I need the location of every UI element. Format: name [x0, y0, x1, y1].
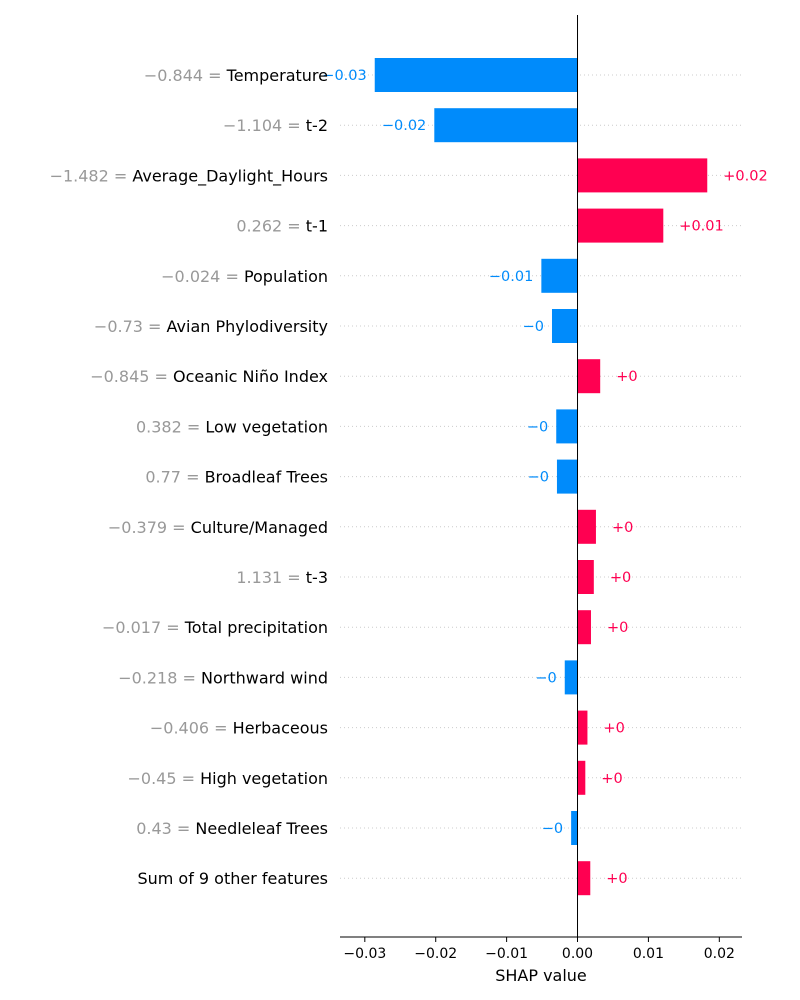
feature-value: −0.845 =	[90, 367, 173, 386]
bar-value-label: +0.02	[723, 168, 767, 184]
feature-name: Low vegetation	[205, 417, 328, 436]
shap-bar	[541, 258, 578, 293]
shap-bar	[577, 610, 591, 645]
bar-value-label: −0	[542, 821, 563, 837]
bar-value-label: −0.02	[382, 118, 426, 134]
bar-value-label: −0	[528, 470, 549, 486]
feature-label: −0.406 = Herbaceous	[150, 719, 328, 738]
shap-bar	[434, 108, 578, 143]
bar-value-label: +0	[610, 570, 631, 586]
feature-label: 0.262 = t-1	[236, 217, 328, 236]
bar-value-label: +0	[601, 771, 622, 787]
x-axis-ticks: −0.03 −0.02 −0.01 0.00 0.01 0.02	[343, 937, 735, 962]
feature-name: Population	[244, 267, 328, 286]
feature-name: Broadleaf Trees	[205, 468, 328, 487]
shap-bar	[551, 309, 578, 343]
feature-value: 1.131 =	[236, 568, 305, 587]
feature-value: −0.406 =	[150, 719, 233, 738]
bar-value-label: +0	[607, 620, 628, 636]
feature-labels: −0.844 = Temperature −1.104 = t-2 −1.482 =…	[50, 66, 328, 888]
feature-name: Oceanic Niño Index	[173, 367, 328, 386]
bar-value-label: +0	[606, 871, 627, 887]
feature-label: −0.45 = High vegetation	[127, 769, 328, 788]
feature-value: 0.382 =	[136, 417, 205, 436]
feature-name: t-3	[306, 568, 328, 587]
shap-bar	[564, 660, 578, 695]
feature-label: −0.379 = Culture/Managed	[108, 518, 328, 537]
feature-name: Temperature	[226, 66, 328, 85]
shap-bar	[577, 560, 594, 594]
feature-name: Herbaceous	[233, 719, 328, 738]
shap-bar	[577, 861, 591, 896]
bars	[374, 58, 708, 896]
feature-value: 0.262 =	[236, 217, 305, 236]
bar-value-label: +0	[603, 721, 624, 737]
shap-bar	[577, 208, 664, 243]
shap-bar	[577, 710, 588, 745]
feature-value: −0.73 =	[94, 317, 167, 336]
feature-value: −1.104 =	[223, 116, 306, 135]
feature-label: −0.017 = Total precipitation	[102, 618, 328, 637]
feature-label: Sum of 9 other features	[137, 869, 328, 888]
shap-bar	[374, 58, 578, 92]
feature-label: −0.844 = Temperature	[144, 66, 328, 85]
feature-name: t-1	[306, 217, 328, 236]
feature-label: 0.382 = Low vegetation	[136, 417, 328, 436]
shap-bar	[556, 459, 578, 494]
feature-value: −0.218 =	[118, 668, 201, 687]
bar-value-label: +0	[616, 369, 637, 385]
feature-label: 0.43 = Needleleaf Trees	[136, 819, 328, 838]
feature-name: Culture/Managed	[191, 518, 328, 537]
bar-value-label: −0	[527, 419, 548, 435]
shap-bar	[577, 158, 708, 193]
bar-value-label: −0.01	[489, 269, 533, 285]
feature-label: −0.218 = Northward wind	[118, 668, 328, 687]
feature-label: −1.104 = t-2	[223, 116, 328, 135]
feature-name: Total precipitation	[184, 618, 328, 637]
feature-name: Average_Daylight_Hours	[132, 166, 328, 186]
shap-bar	[577, 509, 596, 544]
feature-value: −0.379 =	[108, 518, 191, 537]
feature-label: −0.024 = Population	[161, 267, 328, 286]
shap-bar	[571, 811, 578, 845]
feature-label: −0.73 = Avian Phylodiversity	[94, 317, 328, 336]
bar-value-labels: −0.03 −0.02 +0.02 +0.01 −0.01 −0 +0 −0 −0 +0 +0 +0 −…	[322, 68, 767, 887]
shap-bar	[577, 760, 586, 795]
x-tick-label: 0.01	[633, 946, 664, 962]
feature-value: 0.43 =	[136, 819, 195, 838]
shap-bar	[556, 409, 578, 444]
feature-name: Sum of 9 other features	[137, 869, 328, 888]
bar-value-label: −0.03	[322, 68, 366, 84]
x-tick-label: −0.02	[414, 946, 457, 962]
feature-value: −0.844 =	[144, 66, 227, 85]
feature-value: −0.45 =	[127, 769, 200, 788]
feature-value: 0.77 =	[145, 468, 204, 487]
feature-label: 1.131 = t-3	[236, 568, 328, 587]
bar-value-label: −0	[535, 670, 556, 686]
feature-name: Avian Phylodiversity	[167, 317, 328, 336]
feature-label: −0.845 = Oceanic Niño Index	[90, 367, 328, 386]
feature-name: High vegetation	[200, 769, 328, 788]
x-axis-title: SHAP value	[495, 966, 587, 985]
feature-name: Needleleaf Trees	[195, 819, 328, 838]
bar-value-label: +0.01	[679, 219, 723, 235]
x-tick-label: 0.02	[704, 946, 735, 962]
x-tick-label: 0.00	[562, 946, 593, 962]
x-tick-label: −0.01	[485, 946, 528, 962]
feature-label: −1.482 = Average_Daylight_Hours	[50, 166, 328, 186]
grid-lines	[340, 74, 742, 879]
feature-name: t-2	[306, 116, 328, 135]
x-tick-label: −0.03	[343, 946, 386, 962]
bar-value-label: +0	[612, 520, 633, 536]
feature-value: −0.024 =	[161, 267, 244, 286]
shap-bar	[577, 359, 601, 394]
feature-value: −1.482 =	[50, 166, 133, 185]
bar-value-label: −0	[523, 319, 544, 335]
feature-name: Northward wind	[201, 668, 328, 687]
feature-value: −0.017 =	[102, 618, 185, 637]
feature-label: 0.77 = Broadleaf Trees	[145, 468, 328, 487]
